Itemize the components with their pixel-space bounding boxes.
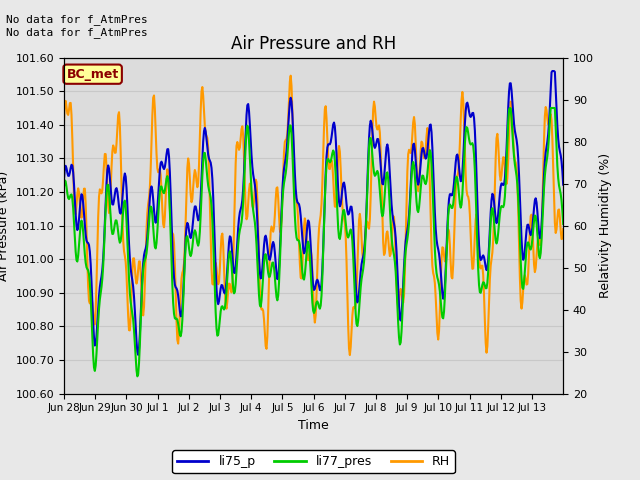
li77_pres <box>355 307 363 313</box>
RH <box>356 211 364 217</box>
RH <box>559 226 567 232</box>
li77_pres <box>559 221 567 227</box>
li77_pres <box>506 105 514 111</box>
li77_pres <box>134 373 141 379</box>
li75_p <box>559 182 567 188</box>
X-axis label: Time: Time <box>298 419 329 432</box>
li77_pres <box>437 298 445 303</box>
Line: RH: RH <box>64 76 563 355</box>
RH <box>189 196 196 202</box>
RH <box>438 256 445 262</box>
li77_pres <box>189 236 197 242</box>
Line: li77_pres: li77_pres <box>64 108 563 376</box>
Line: li75_p: li75_p <box>64 71 563 355</box>
li75_p <box>355 289 363 295</box>
Y-axis label: Air Pressure (kPa): Air Pressure (kPa) <box>0 170 10 281</box>
li75_p <box>394 286 402 292</box>
RH <box>287 73 294 79</box>
Text: BC_met: BC_met <box>67 68 119 81</box>
li77_pres <box>60 184 68 190</box>
li75_p <box>60 176 68 181</box>
li77_pres <box>287 123 294 129</box>
li77_pres <box>394 320 402 326</box>
RH <box>286 79 294 84</box>
Legend: li75_p, li77_pres, RH: li75_p, li77_pres, RH <box>172 450 455 473</box>
RH <box>148 113 156 119</box>
Y-axis label: Relativity Humidity (%): Relativity Humidity (%) <box>600 153 612 298</box>
li75_p <box>548 68 556 74</box>
Title: Air Pressure and RH: Air Pressure and RH <box>231 35 396 53</box>
li75_p <box>437 268 445 274</box>
li75_p <box>287 95 294 101</box>
RH <box>346 352 354 358</box>
li75_p <box>149 196 157 202</box>
li75_p <box>134 352 142 358</box>
li77_pres <box>149 224 157 229</box>
li75_p <box>189 216 197 222</box>
RH <box>60 118 68 124</box>
RH <box>395 299 403 304</box>
Text: No data for f_AtmPres
No data for f_AtmPres: No data for f_AtmPres No data for f_AtmP… <box>6 14 148 38</box>
